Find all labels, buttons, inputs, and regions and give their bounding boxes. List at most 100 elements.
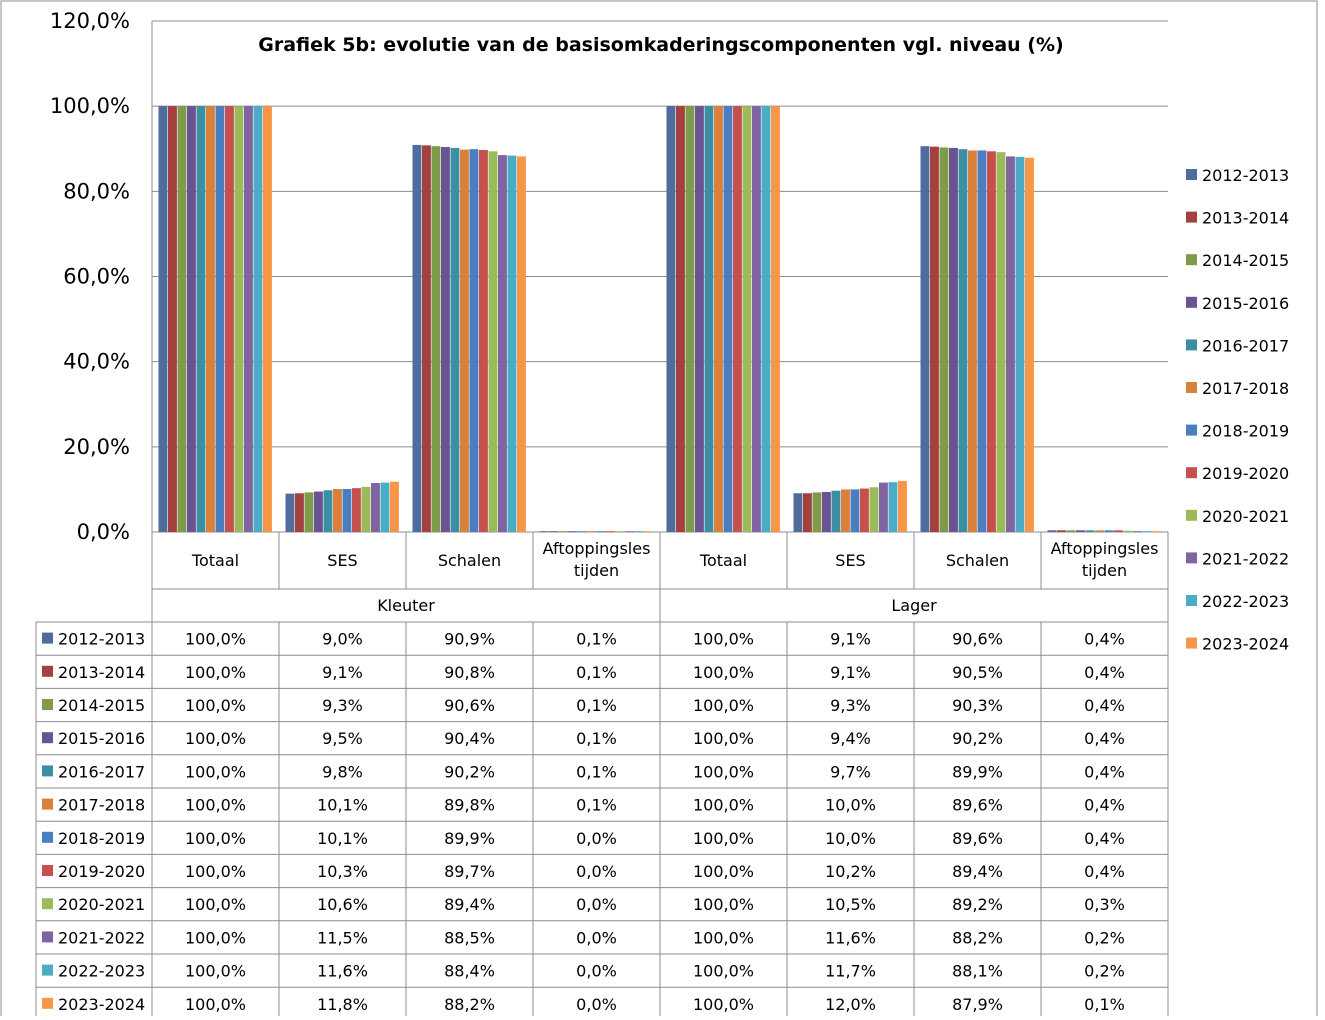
bar-2017-2018-7 <box>1095 530 1104 532</box>
table-value: 100,0% <box>185 796 246 815</box>
table-value: 89,4% <box>952 862 1003 881</box>
table-value: 90,5% <box>952 663 1003 682</box>
table-series-name: 2012-2013 <box>58 630 145 649</box>
table-value: 10,5% <box>825 895 876 914</box>
bar-2023-2024-3 <box>644 531 653 532</box>
table-value: 0,1% <box>576 696 617 715</box>
bar-2018-2019-7 <box>1104 530 1114 532</box>
table-value: 88,4% <box>444 962 495 981</box>
table-value: 100,0% <box>185 862 246 881</box>
bar-2022-2023-4 <box>761 106 771 533</box>
bar-2016-2017-5 <box>831 490 841 532</box>
table-value: 9,1% <box>322 663 363 682</box>
table-value: 88,2% <box>444 995 495 1014</box>
table-value: 0,4% <box>1084 696 1125 715</box>
table-value: 9,7% <box>830 762 871 781</box>
legend-entry: 2023-2024 <box>1202 635 1289 654</box>
table-value: 11,7% <box>825 962 876 981</box>
bar-2021-2022-3 <box>625 531 634 532</box>
bar-2012-2013-2 <box>412 144 422 533</box>
bar-2019-2020-5 <box>860 488 869 532</box>
table-value: 9,5% <box>322 729 363 748</box>
bar-2022-2023-2 <box>507 155 517 532</box>
table-value: 89,6% <box>952 796 1003 815</box>
bar-2017-2018-1 <box>333 488 342 532</box>
table-value: 0,4% <box>1084 630 1125 649</box>
bar-2021-2022-1 <box>371 483 380 532</box>
legend-swatch <box>1186 296 1197 308</box>
table-value: 0,4% <box>1084 663 1125 682</box>
bar-2018-2019-2 <box>469 149 479 532</box>
table-value: 89,6% <box>952 829 1003 848</box>
group-label: Lager <box>891 596 937 615</box>
table-series-swatch <box>42 765 53 777</box>
bar-2020-2021-6 <box>996 152 1006 532</box>
y-tick-label: 60,0% <box>63 265 130 289</box>
table-value: 11,8% <box>317 995 368 1014</box>
category-label: Aftoppingsles <box>1051 539 1159 558</box>
bar-2014-2015-6 <box>939 147 949 532</box>
table-value: 0,1% <box>576 663 617 682</box>
table-value: 100,0% <box>693 762 754 781</box>
table-value: 90,2% <box>952 729 1003 748</box>
bar-2021-2022-2 <box>498 155 507 532</box>
bar-2020-2021-3 <box>615 531 625 532</box>
bar-2013-2014-0 <box>168 106 177 533</box>
table-value: 0,0% <box>576 995 617 1014</box>
bar-2015-2016-4 <box>695 106 704 533</box>
bar-2023-2024-0 <box>263 106 272 533</box>
table-value: 9,1% <box>830 663 871 682</box>
bar-2023-2024-4 <box>771 106 780 533</box>
table-value: 100,0% <box>185 663 246 682</box>
table-value: 9,4% <box>830 729 871 748</box>
bar-2015-2016-5 <box>822 491 831 532</box>
bar-2022-2023-1 <box>380 482 390 532</box>
table-value: 100,0% <box>693 829 754 848</box>
bar-2012-2013-4 <box>666 106 676 533</box>
table-value: 90,3% <box>952 696 1003 715</box>
table-value: 89,9% <box>952 762 1003 781</box>
table-value: 10,2% <box>825 862 876 881</box>
bar-2018-2019-0 <box>215 106 225 533</box>
table-series-swatch <box>42 831 53 843</box>
table-value: 0,0% <box>576 895 617 914</box>
category-label: SES <box>327 551 357 570</box>
legend-swatch <box>1186 339 1197 351</box>
bar-2017-2018-4 <box>714 106 723 533</box>
table-value: 90,4% <box>444 729 495 748</box>
table-value: 0,1% <box>576 729 617 748</box>
bar-2023-2024-7 <box>1152 531 1161 532</box>
table-value: 11,5% <box>317 928 368 947</box>
table-value: 88,1% <box>952 962 1003 981</box>
table-value: 0,4% <box>1084 729 1125 748</box>
legend-entry: 2013-2014 <box>1202 209 1289 228</box>
table-series-swatch <box>42 997 53 1009</box>
table-value: 100,0% <box>185 995 246 1014</box>
table-value: 90,6% <box>952 630 1003 649</box>
table-value: 100,0% <box>185 829 246 848</box>
bar-2013-2014-2 <box>422 145 431 532</box>
table-value: 100,0% <box>693 729 754 748</box>
table-series-swatch <box>42 865 53 876</box>
bar-2013-2014-4 <box>676 106 685 533</box>
legend-swatch <box>1186 509 1197 521</box>
table-value: 100,0% <box>185 962 246 981</box>
table-value: 0,1% <box>576 796 617 815</box>
bar-2016-2017-0 <box>196 106 206 533</box>
bar-2012-2013-5 <box>793 493 803 532</box>
table-series-name: 2023-2024 <box>58 995 145 1014</box>
bar-2020-2021-1 <box>361 486 371 532</box>
bar-2017-2018-2 <box>460 149 469 532</box>
table-value: 0,0% <box>576 829 617 848</box>
table-value: 0,4% <box>1084 796 1125 815</box>
table-value: 0,0% <box>576 862 617 881</box>
bar-2018-2019-4 <box>723 106 733 533</box>
legend-swatch <box>1186 169 1197 180</box>
bar-2017-2018-0 <box>206 106 215 533</box>
bar-2018-2019-3 <box>596 531 606 532</box>
bar-2022-2023-6 <box>1015 156 1025 532</box>
bar-2015-2016-6 <box>949 147 958 532</box>
table-value: 89,7% <box>444 862 495 881</box>
table-value: 90,8% <box>444 663 495 682</box>
bar-2016-2017-1 <box>323 490 333 532</box>
